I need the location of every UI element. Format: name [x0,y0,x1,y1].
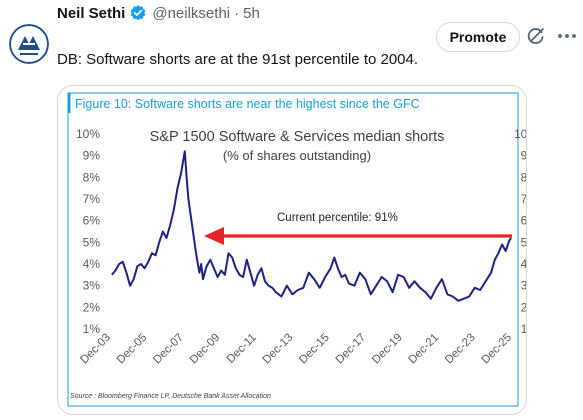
y-tick-label-right: 8% [521,170,527,184]
y-tick-label-right: 3% [521,279,527,293]
tweet-text: DB: Software shorts are at the 91st perc… [57,51,419,68]
slash-circle-icon[interactable] [526,26,546,46]
x-tick-label: Dec-19 [370,332,405,367]
y-tick-label-right: 1% [521,322,527,336]
figure-frame [67,92,519,407]
chart: Figure 10: Software shorts are near the … [67,92,527,407]
ellipsis-icon[interactable] [556,26,578,46]
x-tick-label: Dec-25 [480,332,515,367]
chart-subtitle: (% of shares outstanding) [223,148,371,163]
timestamp[interactable]: 5h [243,4,260,22]
x-tick-label: Dec-09 [188,332,223,367]
caption-marker [68,93,71,113]
y-tick-label-left: 2% [83,300,101,314]
x-tick-label: Dec-11 [225,332,259,366]
y-tick-label-right: 2% [521,300,527,314]
y-tick-label-left: 5% [83,235,101,249]
avatar[interactable] [9,24,49,64]
annotation-arrow-head [204,227,224,245]
x-tick-label: Dec-15 [297,332,332,367]
x-tick-label: Dec-13 [261,332,296,367]
author-name[interactable]: Neil Sethi [57,4,126,22]
x-tick-label: Dec-21 [407,332,442,367]
y-tick-label-left: 6% [83,214,101,228]
y-tick-label-right: 7% [521,192,527,206]
author-handle[interactable]: @neilksethi [152,4,231,22]
percentile-annotation: Current percentile: 91% [277,212,398,224]
y-tick-label-left: 7% [83,192,101,206]
y-tick-label-left: 1% [83,322,101,336]
separator-dot: · [234,4,240,22]
x-tick-label: Dec-23 [443,332,478,367]
x-tick-label: Dec-03 [78,332,113,367]
y-tick-label-left: 9% [83,149,101,163]
x-tick-label: Dec-05 [115,332,150,367]
figure-caption: Figure 10: Software shorts are near the … [75,97,420,111]
verified-badge-icon [131,5,146,21]
y-tick-label-left: 8% [83,170,101,184]
y-tick-label-left: 10% [76,127,100,141]
y-tick-label-left: 4% [83,257,101,271]
tweet-header: Neil Sethi @neilksethi · 5h [57,2,260,24]
x-tick-label: Dec-07 [151,332,186,367]
y-tick-label-right: 9% [521,149,527,163]
chart-title: S&P 1500 Software & Services median shor… [150,129,445,145]
promote-button[interactable]: Promote [436,22,520,52]
chart-card[interactable]: Figure 10: Software shorts are near the … [57,85,527,415]
figure-source: Source : Bloomberg Finance LP, Deutsche … [70,393,271,400]
y-tick-label-right: 6% [521,214,527,228]
y-tick-label-right: 10% [514,127,527,141]
series-line [111,150,512,302]
y-tick-label-left: 3% [83,279,101,293]
y-tick-label-right: 4% [521,257,527,271]
logo-icon [9,24,49,64]
y-tick-label-right: 5% [521,235,527,249]
x-tick-label: Dec-17 [334,332,369,367]
